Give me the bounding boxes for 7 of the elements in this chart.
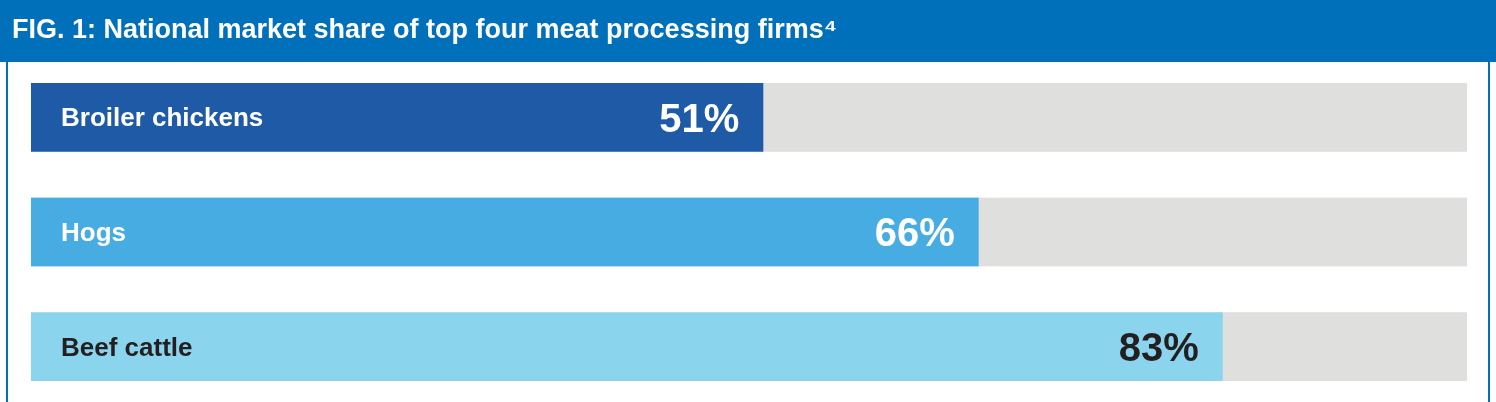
chart-title: FIG. 1: National market share of top four meat processing firms⁴ — [12, 14, 838, 44]
data-label: 66% — [874, 210, 955, 255]
data-label: 83% — [1118, 325, 1199, 370]
y-tick-label: Broiler chickens — [61, 102, 264, 133]
data-label: 51% — [659, 95, 740, 140]
y-tick-label: Beef cattle — [61, 331, 193, 362]
y-tick-label: Hogs — [61, 217, 126, 248]
